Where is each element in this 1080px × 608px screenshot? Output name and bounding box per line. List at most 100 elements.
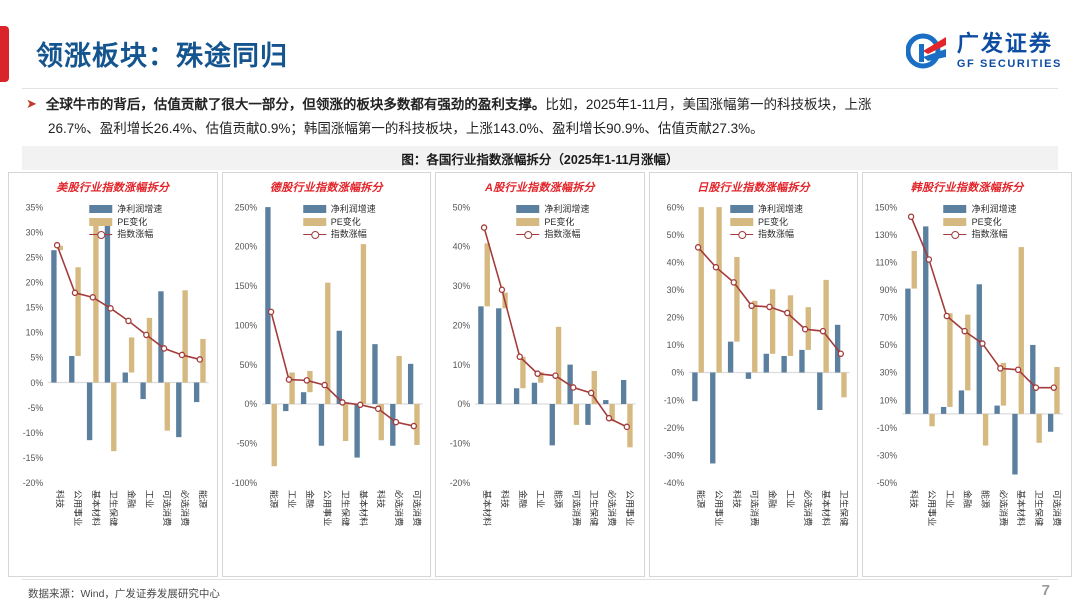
line-marker bbox=[979, 340, 986, 347]
legend-label-net-profit: 净利润增速 bbox=[330, 204, 376, 214]
bar-pe-change bbox=[111, 382, 117, 452]
chart-title: 德股行业指数涨幅拆分 bbox=[269, 182, 383, 194]
bar-pe-change bbox=[573, 404, 580, 425]
y-axis-tick-label: 110% bbox=[876, 257, 898, 267]
y-axis-tick-label: 10% bbox=[453, 360, 471, 370]
company-logo: 广发证券 GF SECURITIES bbox=[905, 30, 1062, 72]
plot-area: 50% 40% 30% 20% 10% 0% -10% -20% 基本材料 科技 金融 工业 能源 可选消… bbox=[436, 199, 642, 576]
line-marker bbox=[748, 302, 755, 310]
legend-item-pe-change: PE变化 bbox=[89, 216, 162, 229]
line-marker bbox=[623, 423, 631, 431]
title-accent-bar bbox=[0, 26, 9, 82]
bar-net-profit bbox=[959, 390, 965, 414]
y-axis-tick-label: 15% bbox=[26, 302, 44, 312]
bar-net-profit bbox=[941, 406, 947, 414]
x-axis-tick-label: 能源 bbox=[696, 490, 707, 508]
chart-title: 美股行业指数涨幅拆分 bbox=[56, 182, 170, 194]
legend-label-index-return: 指数涨幅 bbox=[117, 229, 154, 239]
x-axis-tick-label: 工业 bbox=[945, 490, 955, 508]
plot-area: 150% 130% 110% 90% 70% 50% 30% 10% -10% -30% -50% 科… bbox=[863, 199, 1069, 576]
x-axis-tick-label: 金融 bbox=[963, 490, 974, 508]
y-axis-tick-label: -30% bbox=[877, 450, 898, 460]
bar-pe-change bbox=[57, 245, 63, 251]
bar-net-profit bbox=[709, 372, 716, 464]
line-marker bbox=[71, 289, 79, 297]
legend-swatch-blue bbox=[729, 205, 753, 214]
line-marker bbox=[267, 308, 274, 316]
bar-net-profit bbox=[496, 308, 502, 405]
bar-net-profit bbox=[567, 364, 573, 405]
y-axis-tick-label: -10% bbox=[23, 428, 44, 438]
bar-pe-change bbox=[983, 413, 989, 446]
bar-net-profit bbox=[585, 404, 591, 425]
y-axis-tick-label: 0% bbox=[458, 399, 471, 409]
bar-pe-change bbox=[413, 404, 420, 445]
legend-swatch-gold bbox=[943, 217, 967, 226]
x-axis-tick-label: 金融 bbox=[304, 490, 315, 508]
line-marker bbox=[588, 389, 595, 397]
line-marker bbox=[908, 213, 915, 221]
bar-pe-change bbox=[698, 207, 704, 373]
bar-pe-change bbox=[627, 404, 633, 448]
x-axis-tick-label: 必选消费 bbox=[180, 490, 191, 526]
bar-pe-change bbox=[1054, 366, 1061, 414]
footer-divider bbox=[22, 579, 1058, 580]
bar-pe-change bbox=[805, 307, 811, 350]
x-axis-tick-label: 可选消费 bbox=[162, 490, 173, 526]
plot-area: 35% 30% 25% 20% 15% 10% 5% 0% -5% -10% -15% -20% 科技公… bbox=[9, 199, 215, 576]
charts-container: 美股行业指数涨幅拆分 净利润增速 PE变化 指数涨幅 35% 30% 25% 20% 15% 10… bbox=[8, 172, 1072, 577]
x-axis-tick-label: 卫生保健 bbox=[839, 490, 850, 526]
bar-net-profit bbox=[1030, 344, 1036, 414]
chart-title: A股行业指数涨幅拆分 bbox=[485, 182, 595, 194]
bar-net-profit bbox=[621, 379, 627, 405]
line-marker bbox=[107, 305, 114, 312]
logo-text-cn: 广发证券 bbox=[956, 30, 1053, 56]
y-axis-tick-label: 30% bbox=[453, 281, 471, 291]
chart-title: 韩股行业指数涨幅拆分 bbox=[910, 182, 1024, 194]
line-marker bbox=[766, 303, 773, 311]
x-axis-tick-label: 金融 bbox=[126, 490, 137, 508]
line-marker bbox=[392, 418, 399, 426]
bar-net-profit bbox=[354, 404, 360, 458]
legend-swatch-gold bbox=[89, 217, 113, 226]
bar-net-profit bbox=[745, 372, 751, 379]
bar-pe-change bbox=[591, 370, 598, 405]
bullet-normal-text: 比如，2025年1-11月，美国涨幅第一的科技板块，上涨 bbox=[545, 97, 872, 112]
y-axis-tick-label: -40% bbox=[664, 478, 685, 488]
bar-pe-change bbox=[911, 250, 918, 289]
y-axis-tick-label: -50% bbox=[236, 438, 257, 448]
y-axis-tick-label: 25% bbox=[26, 252, 44, 262]
legend-label-pe-change: PE变化 bbox=[971, 216, 1002, 227]
y-axis-tick-label: 250% bbox=[234, 202, 257, 212]
line-index-return bbox=[483, 227, 628, 428]
bar-net-profit bbox=[1012, 413, 1019, 475]
bar-net-profit bbox=[407, 363, 413, 405]
line-marker bbox=[801, 325, 809, 333]
y-axis-tick-label: 40% bbox=[453, 242, 471, 252]
legend-item-pe-change: PE变化 bbox=[943, 216, 1017, 229]
y-axis-tick-label: -10% bbox=[664, 395, 685, 405]
line-marker bbox=[570, 384, 577, 391]
bullet-line-1: 全球牛市的背后，估值贡献了很大一部分，但领涨的板块多数都有强劲的盈利支撑。比如，… bbox=[46, 93, 872, 117]
legend-item-index-return: 指数涨幅 bbox=[943, 228, 1017, 241]
legend-item-net-profit: 净利润增速 bbox=[89, 203, 162, 216]
legend-label-index-return: 指数涨幅 bbox=[330, 229, 367, 239]
line-marker bbox=[321, 381, 328, 389]
legend-label-net-profit: 净利润增速 bbox=[757, 204, 803, 214]
x-axis-tick-label: 可选消费 bbox=[411, 490, 422, 526]
bar-net-profit bbox=[478, 306, 484, 405]
y-axis-tick-label: 130% bbox=[875, 230, 898, 240]
line-marker bbox=[89, 294, 96, 301]
chart-legend: 净利润增速 PE变化 指数涨幅 bbox=[943, 203, 1017, 241]
bar-pe-change bbox=[1001, 362, 1007, 406]
legend-swatch-gold bbox=[729, 217, 753, 226]
bar-pe-change bbox=[947, 313, 953, 407]
y-axis-tick-label: 70% bbox=[880, 312, 898, 322]
legend-swatch-line bbox=[729, 230, 753, 239]
bar-net-profit bbox=[318, 404, 324, 446]
line-marker bbox=[961, 327, 969, 335]
x-axis-tick-label: 能源 bbox=[554, 490, 565, 508]
bar-pe-change bbox=[342, 404, 348, 442]
legend-swatch-blue bbox=[89, 205, 113, 214]
